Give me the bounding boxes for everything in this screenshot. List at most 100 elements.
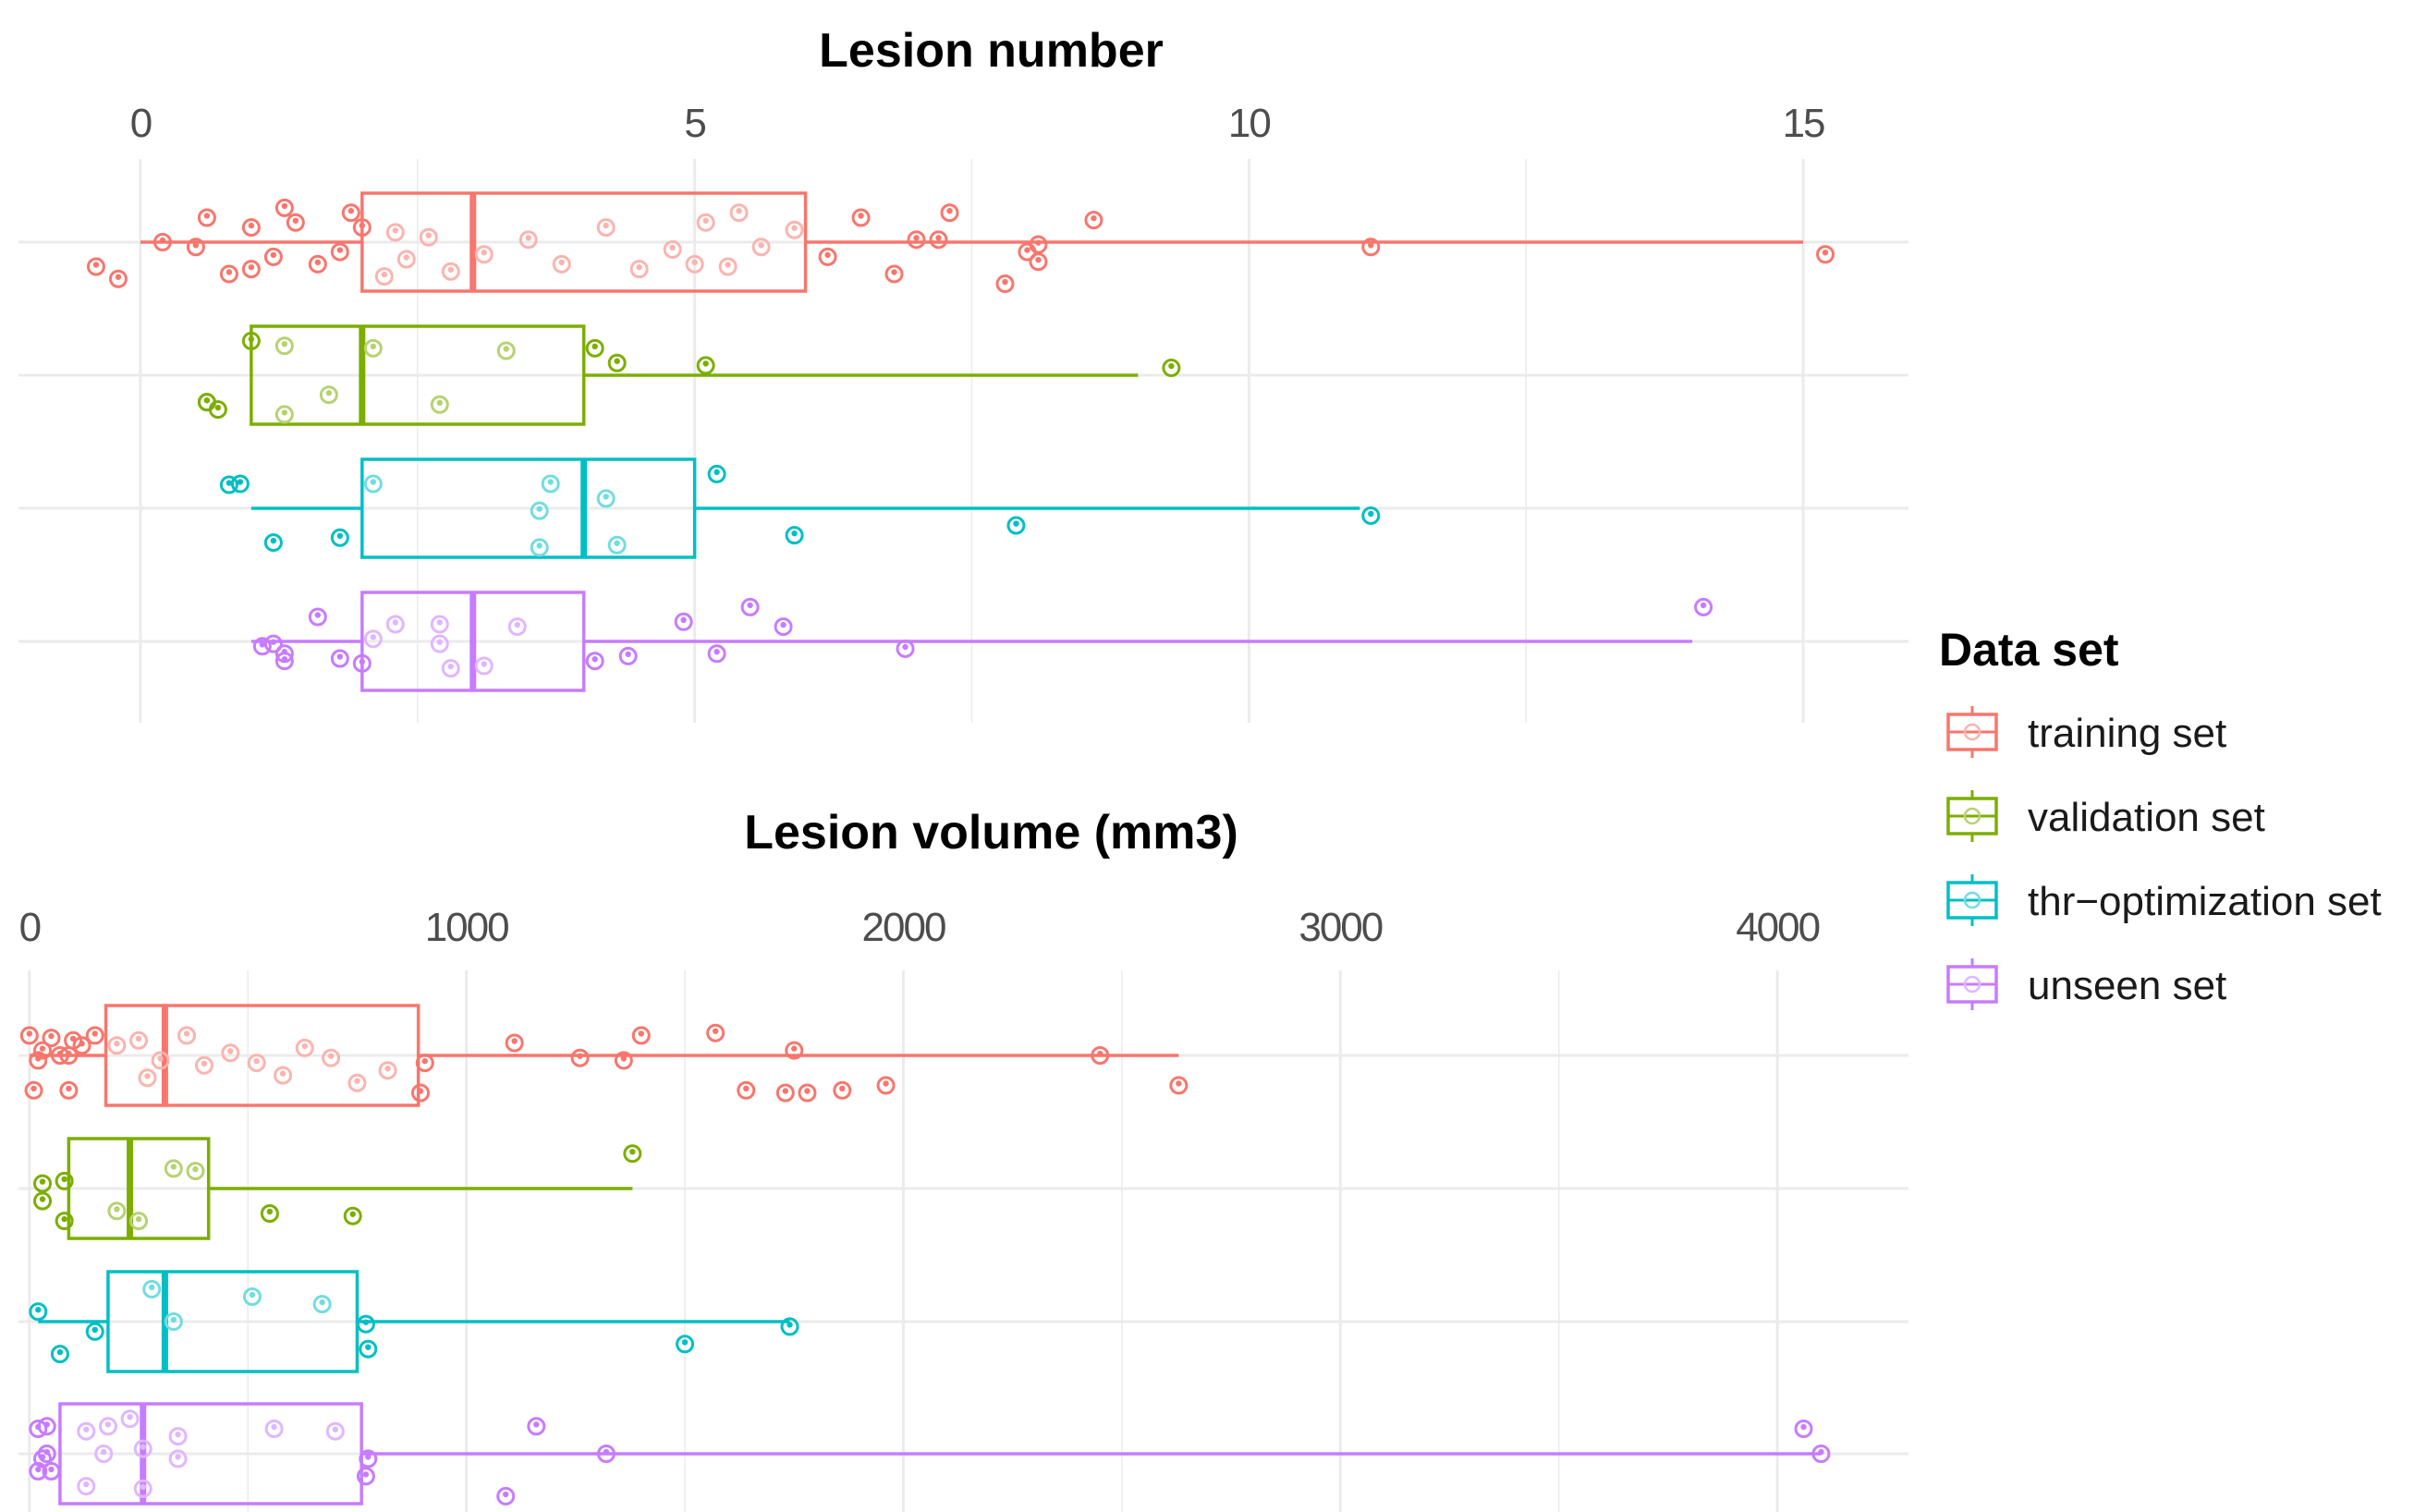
lesion-number-unseen-set-point <box>618 646 638 665</box>
lesion-volume-mm3-unseen-set-point <box>98 1417 117 1436</box>
lesion-volume-mm3-validation-set-point <box>33 1191 53 1211</box>
lesion-number-thr-optimization-set-point <box>1361 506 1381 525</box>
lesion-number-unseen-set-point <box>430 634 449 653</box>
lesion-volume-mm3-thr-optimization-set-point <box>359 1339 378 1359</box>
legend-item-thr-optimization-set: thr−optimization set <box>1946 874 2382 926</box>
lesion-volume-mm3-training-set-point <box>415 1054 434 1073</box>
lesion-number-validation-set-box <box>197 324 1181 426</box>
lesion-volume-mm3-training-set-iqr-rect <box>104 1004 421 1107</box>
legend-key-point <box>1963 807 1981 825</box>
lesion-volume-mm3-thr-optimization-set-point <box>142 1279 162 1299</box>
lesion-number-unseen-set-point <box>330 649 349 668</box>
lesion-number-validation-set-point <box>607 353 627 372</box>
lesion-volume-mm3-training-set-point <box>322 1048 341 1067</box>
lesion-volume-mm3-training-set-point <box>42 1029 61 1048</box>
lesion-number-training-set-iqr-rect <box>360 191 808 293</box>
legend-label: training set <box>2028 711 2226 756</box>
legend-item-training-set: training set <box>1946 706 2226 758</box>
lesion-number-thr-optimization-set-iqr-rect <box>360 457 697 559</box>
lesion-number-training-set-point <box>374 267 394 287</box>
lesion-volume-mm3-training-set-point <box>798 1083 817 1103</box>
lesion-volume-mm3-thr-optimization-set-point <box>676 1335 695 1354</box>
lesion-number-training-set-point <box>396 250 416 269</box>
legend-item-validation-set: validation set <box>1946 790 2265 842</box>
lesion-number-validation-set-point <box>197 393 216 412</box>
lesion-volume-mm3-validation-set-point <box>186 1162 205 1181</box>
lesion-number-training-set-point <box>629 260 649 279</box>
lesion-number-thr-optimization-set-point <box>219 475 238 494</box>
lesion-number-validation-set-point <box>696 356 715 375</box>
lesion-number-training-set-point <box>596 218 616 238</box>
lesion-number-unseen-set-point <box>896 639 915 658</box>
lesion-number-thr-optimization-set-point <box>330 528 349 547</box>
lesion-volume-mm3-validation-set-point <box>623 1144 642 1164</box>
lesion-volume-mm3-thr-optimization-set-box <box>29 1270 799 1373</box>
lesion-volume-mm3-unseen-set-point <box>596 1445 616 1463</box>
lesion-number-thr-optimization-set-box <box>219 457 1381 559</box>
lesion-number-unseen-set-point <box>430 615 449 634</box>
lesion-volume-mm3-unseen-set-point <box>94 1445 114 1463</box>
lesion-volume-mm3-validation-set-point <box>343 1206 362 1225</box>
lesion-number-training-set-point <box>718 257 738 276</box>
lesion-number-training-set-point <box>696 213 715 232</box>
lesion-number-training-set-point <box>729 203 749 223</box>
lesion-number-unseen-set-point <box>263 634 283 653</box>
lesion-volume-mm3-training-set-point <box>177 1026 197 1045</box>
lesion-volume-mm3-thr-optimization-set-point <box>356 1314 375 1334</box>
lesion-volume-mm3-training-set-point <box>706 1023 725 1043</box>
lesion-volume-mm3-title: Lesion volume (mm3) <box>744 806 1238 860</box>
lesion-number-training-set-point <box>219 264 238 284</box>
lesion-number-thr-optimization-set-point <box>530 501 549 520</box>
lesion-volume-mm3-training-set-point <box>221 1043 240 1063</box>
lesion-volume-mm3-training-set-point <box>24 1080 43 1100</box>
lesion-volume-mm3-tick-label: 4000 <box>1736 905 1819 950</box>
lesion-number-training-set-point <box>552 254 571 274</box>
lesion-number-validation-set-iqr-rect <box>250 324 586 426</box>
lesion-number-training-set-point <box>308 254 327 274</box>
lesion-number-training-set-point <box>441 262 460 281</box>
lesion-volume-mm3-training-set-point <box>411 1083 431 1103</box>
lesion-number-unseen-set-point <box>707 644 726 664</box>
lesion-volume-mm3-thr-optimization-set-point <box>50 1345 69 1364</box>
lesion-volume-mm3-unseen-set-point <box>77 1421 96 1441</box>
lesion-number-thr-optimization-set-point <box>541 474 560 494</box>
lesion-number-validation-set-point <box>274 336 294 356</box>
lesion-number-training-set-point <box>186 238 205 257</box>
lesion-volume-mm3-training-set-point <box>138 1068 157 1088</box>
lesion-number-training-set-point <box>474 245 494 264</box>
lesion-number-tick-label: 5 <box>684 101 705 146</box>
lesion-volume-mm3-training-set-point <box>274 1066 293 1085</box>
lesion-volume-mm3-thr-optimization-set-point <box>780 1317 799 1336</box>
lesion-number-training-set-point <box>1816 245 1835 264</box>
lesion-volume-mm3-training-set-point <box>129 1030 149 1050</box>
lesion-volume-mm3-training-set-point <box>29 1051 48 1070</box>
lesion-volume-mm3-thr-optimization-set-point <box>85 1322 104 1341</box>
lesion-number-training-set-point <box>751 238 771 257</box>
lesion-number-unseen-set-point <box>441 659 460 678</box>
lesion-number-unseen-set-box <box>250 591 1713 692</box>
lesion-volume-mm3-training-set-point <box>833 1080 852 1100</box>
lesion-volume-mm3-unseen-set-point <box>29 1461 48 1481</box>
lesion-volume-mm3-validation-set-point <box>55 1212 74 1231</box>
lesion-volume-mm3-validation-set-point <box>33 1174 53 1193</box>
lesion-number-unseen-set-point <box>352 653 372 673</box>
lesion-number-training-set-point <box>663 239 682 259</box>
lesion-volume-mm3-training-set-point <box>295 1038 314 1057</box>
lesion-volume-mm3-unseen-set-point <box>359 1449 378 1469</box>
lesion-number-tick-label: 15 <box>1783 101 1824 146</box>
lesion-volume-mm3-thr-optimization-set-point <box>29 1302 48 1322</box>
lesion-number-training-set-point <box>274 198 294 217</box>
lesion-number-thr-optimization-set-point <box>230 474 250 494</box>
lesion-volume-mm3-unseen-set-point <box>168 1449 188 1469</box>
lesion-number-training-set-point <box>995 274 1015 294</box>
lesion-volume-mm3-unseen-set-box <box>29 1402 1831 1506</box>
lesion-volume-mm3-validation-set-point <box>164 1159 183 1178</box>
lesion-number-training-set-point <box>385 223 405 242</box>
lesion-volume-mm3-tick-label: 2000 <box>862 905 945 950</box>
lesion-volume-mm3-training-set-point <box>247 1054 266 1073</box>
lesion-number-validation-set-point <box>241 331 261 350</box>
lesion-volume-mm3-validation-set-point <box>107 1201 127 1221</box>
lesion-volume-mm3-training-set-point <box>785 1041 804 1060</box>
lesion-number-training-set-point <box>929 230 948 250</box>
lesion-volume-mm3-training-set-point <box>59 1080 79 1100</box>
